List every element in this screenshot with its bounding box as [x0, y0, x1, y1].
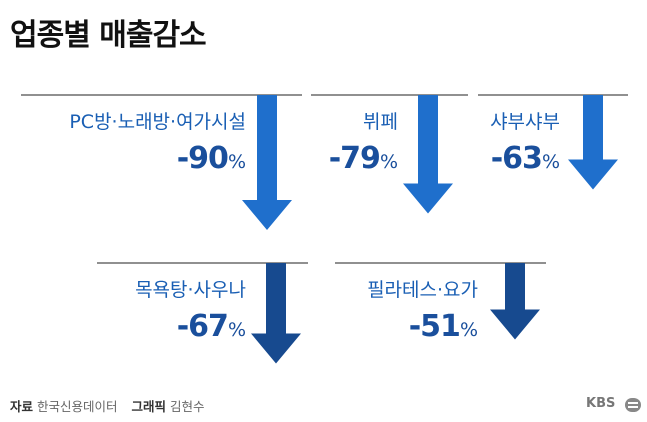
category-label-0: PC방·노래방·여가시설	[69, 111, 246, 133]
source-line: 자료 한국신용데이터 그래픽 김현수	[10, 396, 205, 415]
source-value: 한국신용데이터	[37, 399, 118, 414]
value-label-2: -63%	[491, 141, 560, 176]
credit-value: 김현수	[170, 399, 205, 414]
category-label-1: 뷔페	[363, 111, 398, 133]
arrow-mark-0	[242, 95, 292, 230]
arrow-mark-2	[568, 95, 618, 190]
value-label-3: -67%	[177, 309, 246, 344]
value-label-4: -51%	[409, 309, 478, 344]
category-label-3: 목욕탕·사우나	[135, 279, 246, 301]
chart-area: PC방·노래방·여가시설 -90% 뷔페 -79% 샤부샤부 -63% 목욕탕·사우나 -67…	[21, 94, 628, 364]
kbs-logo: KBS	[586, 396, 616, 411]
source-label: 자료	[10, 399, 34, 414]
kbs-logo-mark	[625, 398, 641, 412]
value-label-0: -90%	[177, 141, 246, 176]
category-label-2: 샤부샤부	[490, 111, 560, 133]
arrow-mark-3	[251, 263, 301, 364]
category-label-4: 필라테스·요가	[367, 279, 478, 301]
arrow-mark-1	[403, 95, 453, 214]
arrow-mark-4	[490, 263, 540, 340]
chart-title: 업종별 매출감소	[10, 18, 207, 53]
value-label-1: -79%	[329, 141, 398, 176]
credit-label: 그래픽	[131, 399, 167, 414]
